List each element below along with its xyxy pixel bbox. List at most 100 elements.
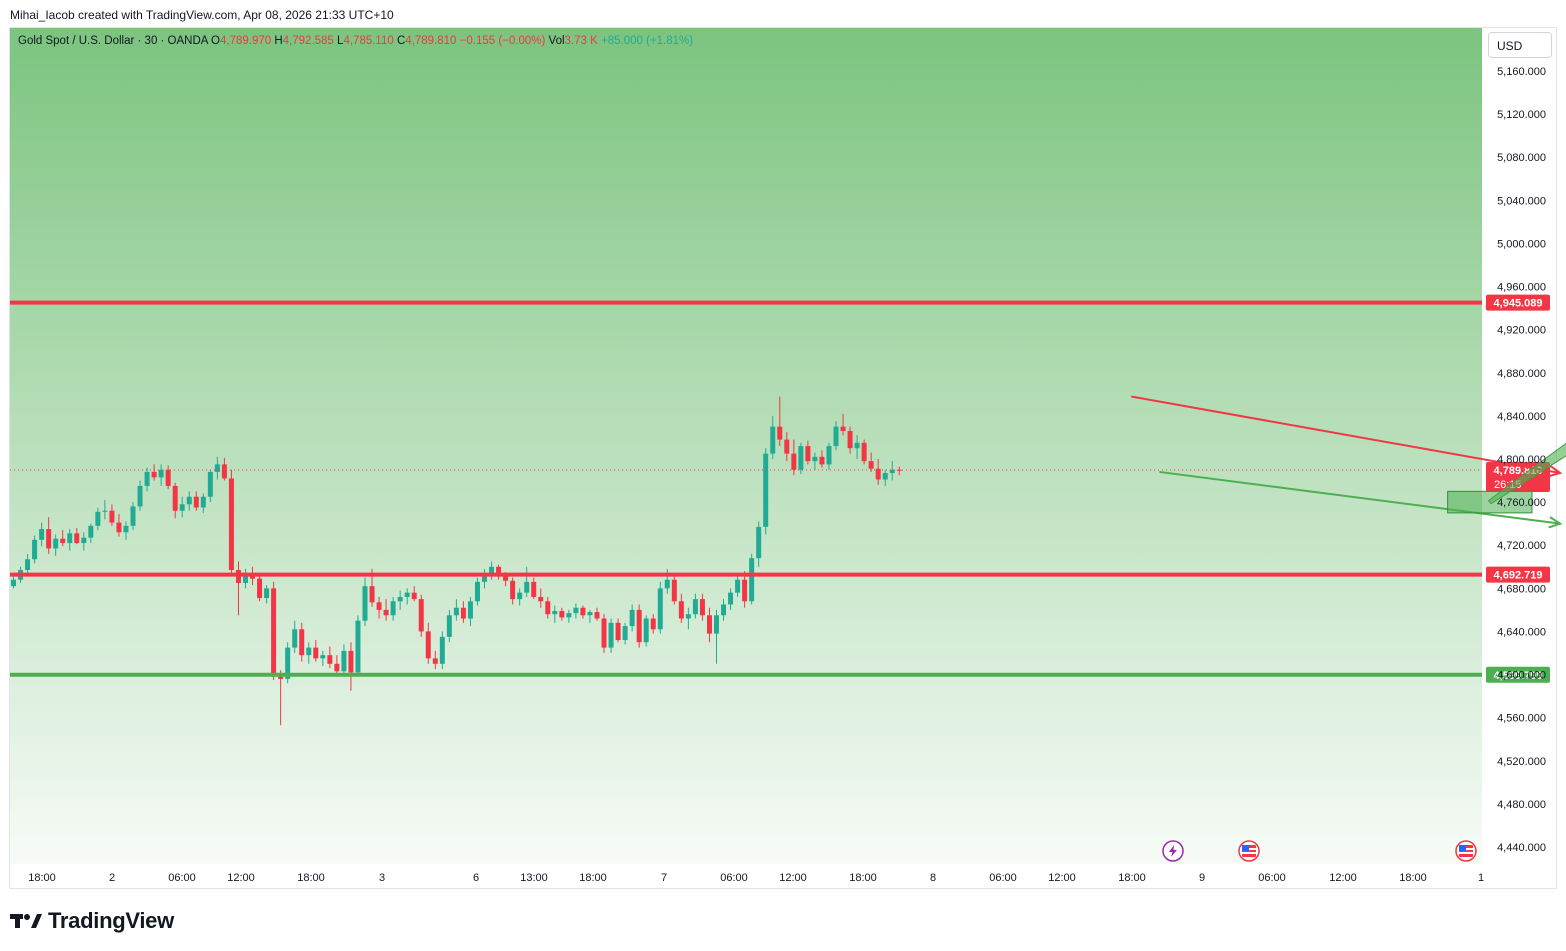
low-label: L xyxy=(337,35,344,47)
lower-trendline[interactable] xyxy=(1159,470,1563,529)
candle-body xyxy=(172,485,178,511)
candle-body xyxy=(728,592,734,605)
candle xyxy=(46,517,52,554)
candle-body xyxy=(545,601,551,615)
candle xyxy=(425,622,431,664)
x-tick-label: 06:00 xyxy=(168,872,196,884)
candle-body xyxy=(425,631,431,659)
candle-body xyxy=(805,446,811,462)
y-tick-label: 5,000.000 xyxy=(1497,238,1546,250)
y-tick-label: 4,720.000 xyxy=(1497,540,1546,552)
target-arrow[interactable] xyxy=(1487,362,1566,505)
x-tick-label: 12:00 xyxy=(779,872,807,884)
candle-body xyxy=(348,650,354,673)
candle xyxy=(74,527,80,545)
upper-trendline[interactable] xyxy=(1131,395,1563,478)
candle xyxy=(11,575,16,589)
candle xyxy=(165,465,171,490)
candle-body xyxy=(594,612,600,619)
candle xyxy=(861,439,867,465)
y-tick-label: 4,960.000 xyxy=(1497,282,1546,294)
symbol-legend: Gold Spot / U.S. Dollar · 30 · OANDA O4,… xyxy=(18,35,693,47)
candle-body xyxy=(214,464,220,472)
candle-body xyxy=(531,581,537,597)
candle-body xyxy=(299,629,305,656)
candle-body xyxy=(320,655,326,659)
x-tick-label: 7 xyxy=(661,872,667,884)
candle xyxy=(524,566,530,597)
candle xyxy=(538,588,544,608)
resistance-price-label: 4,945.089 xyxy=(1494,298,1543,310)
x-tick-label: 18:00 xyxy=(849,872,877,884)
candle xyxy=(805,440,811,465)
candle xyxy=(271,581,277,680)
candle-body xyxy=(763,453,769,527)
candle xyxy=(657,581,663,634)
x-tick-label: 06:00 xyxy=(720,872,748,884)
candle xyxy=(636,604,642,648)
candle xyxy=(376,596,382,619)
candle-body xyxy=(685,614,691,619)
candle-body xyxy=(460,607,466,619)
candle xyxy=(882,469,888,486)
candle-body xyxy=(503,575,509,581)
candle xyxy=(327,646,333,669)
candle xyxy=(95,507,101,531)
candle-body xyxy=(566,613,572,618)
candle xyxy=(67,529,73,551)
close-value: 4,789.810 xyxy=(405,35,457,47)
candle xyxy=(622,622,628,645)
currency-button[interactable]: USD xyxy=(1488,32,1552,58)
candle xyxy=(896,466,902,476)
candle xyxy=(137,480,143,511)
close-label: C xyxy=(396,35,406,47)
candle xyxy=(439,631,445,670)
high-label: H xyxy=(274,35,283,47)
candle xyxy=(678,593,684,623)
candle-body xyxy=(601,618,607,648)
lightning-event-icon[interactable] xyxy=(1162,840,1184,862)
candle-body xyxy=(650,618,656,630)
candle xyxy=(587,609,593,623)
chart-background xyxy=(10,28,1482,864)
open-value: 4,789.970 xyxy=(219,35,272,47)
candle xyxy=(566,609,572,623)
candle-body xyxy=(165,469,171,486)
candle xyxy=(109,504,115,526)
candle xyxy=(207,469,213,503)
candle xyxy=(60,530,66,547)
tradingview-logo[interactable]: TradingView xyxy=(10,908,174,934)
flag-icon-stripe xyxy=(1459,852,1473,854)
candle-body xyxy=(467,601,473,619)
candle xyxy=(123,521,129,540)
candle-body xyxy=(671,579,677,602)
x-tick-label: 12:00 xyxy=(227,872,255,884)
candle xyxy=(685,607,691,630)
candle-body xyxy=(74,533,80,544)
candle xyxy=(847,426,853,454)
candle-body xyxy=(854,442,860,449)
upper-trendline-arrowhead xyxy=(1548,465,1563,478)
candle xyxy=(601,614,607,653)
candle-body xyxy=(151,471,157,478)
us-flag-event-icon[interactable] xyxy=(1455,840,1477,862)
candle-body xyxy=(735,579,741,593)
candle xyxy=(53,534,59,556)
candle xyxy=(390,596,396,621)
candle-body xyxy=(524,581,530,593)
lower-trendline-arrowhead xyxy=(1548,516,1563,529)
candle xyxy=(39,522,45,547)
candle xyxy=(763,448,769,535)
candle xyxy=(531,577,537,600)
candle-body xyxy=(742,579,748,602)
candle-body xyxy=(137,485,143,507)
candle-body xyxy=(777,426,783,440)
candle xyxy=(826,442,832,470)
volume-value: 3.73 K xyxy=(564,35,598,47)
candle xyxy=(714,609,719,664)
support-1-price-label: 4,692.719 xyxy=(1494,570,1543,582)
candle-body xyxy=(200,496,206,508)
support-2-price-tag xyxy=(1486,666,1550,683)
us-flag-event-icon[interactable] xyxy=(1238,840,1260,862)
